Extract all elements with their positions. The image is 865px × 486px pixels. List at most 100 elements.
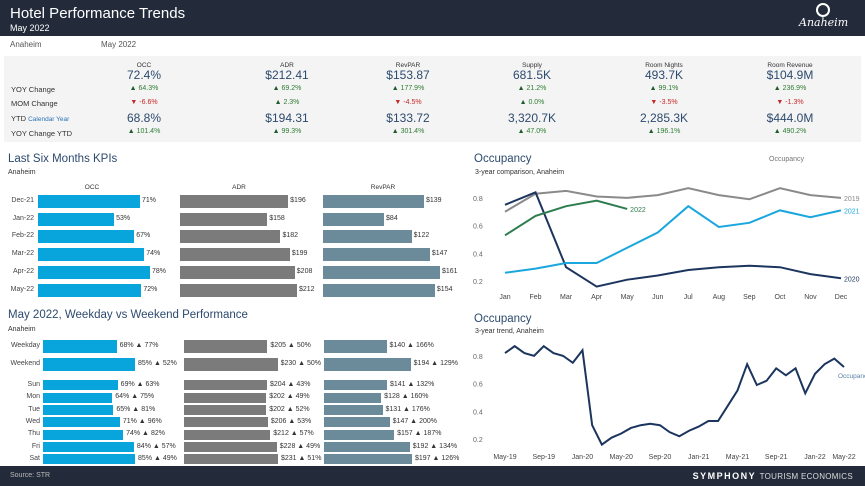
change-value: 81% [141, 405, 156, 413]
calendar-year-link[interactable]: Calendar Year [28, 116, 70, 123]
bar-rev [324, 340, 387, 353]
bar-value-occ: 68% ▲ 77% [120, 342, 159, 349]
down-triangle-icon: ▼ [650, 99, 660, 106]
kpi-ytd-value: 2,285.3K [639, 111, 689, 125]
symphony-brand: SYMPHONY TOURISM ECONOMICS [693, 471, 853, 481]
up-triangle-icon: ▲ [136, 417, 148, 425]
change-value: 75% [140, 393, 155, 400]
occupancy-comparison-chart: 0.2 0.4 0.6 0.8 Jan Feb Mar Apr May Jun Jul Aug Sep O… [473, 187, 860, 301]
up-triangle-icon: ▲ [649, 85, 659, 92]
kpi-summary-panel: YOY Change MOM Change YTD Calendar Year … [4, 56, 861, 142]
bar-value-adr: $182 [282, 232, 299, 240]
kpi-header: ADR [280, 62, 294, 69]
change-value: 166% [415, 342, 434, 349]
market-filter[interactable]: Anaheim [10, 40, 42, 49]
bar-value-rev: $157 ▲ 187% [397, 430, 441, 437]
up-triangle-icon: ▲ [295, 442, 307, 450]
bar-value-occ: 65% ▲ 81% [116, 406, 155, 413]
bar-value-adr: $212 [299, 285, 315, 293]
bar-value-rev: $192 ▲ 134% [413, 443, 457, 450]
up-triangle-icon: ▲ [286, 417, 298, 425]
y-tick-label: 0.8 [473, 196, 483, 203]
up-triangle-icon: ▲ [296, 360, 307, 367]
kpi-value: $212.41 [265, 68, 309, 82]
change-value: 49% [162, 454, 177, 462]
change-value: 57% [299, 430, 314, 437]
series-line-occupancy [504, 344, 845, 447]
change-value: 77% [144, 342, 159, 349]
change-value: 126% [441, 454, 460, 462]
value: $231 [281, 454, 297, 462]
value: $192 [412, 442, 429, 450]
x-tick-label: Jan-20 [572, 454, 594, 461]
column-header-occ: OCC [84, 184, 100, 191]
column-header-revpar: RevPAR [370, 184, 396, 191]
period-filter[interactable]: May 2022 [101, 40, 137, 49]
change-value: 187% [423, 430, 442, 437]
day-label: Sat [29, 454, 40, 462]
occupancy-trend-title: Occupancy [474, 313, 532, 325]
kpi-yoy-ytd-change: ▲ 101.4% [84, 128, 204, 135]
bar-occ [43, 454, 135, 464]
value: $202 [269, 405, 285, 413]
header-bar: Hotel Performance Trends May 2022 Anahei… [0, 0, 865, 36]
bar-adr [180, 230, 281, 244]
up-triangle-icon: ▲ [391, 128, 401, 135]
value: $202 [269, 393, 285, 400]
day-label: Weekday [10, 342, 40, 349]
up-triangle-icon: ▲ [284, 393, 296, 400]
change-value: 53% [297, 417, 312, 425]
bar-rev [324, 417, 390, 427]
series-label-2021: 2021 [844, 208, 860, 215]
kpi-value: 493.7K [644, 68, 684, 82]
up-triangle-icon: ▲ [517, 128, 527, 135]
bar-value-rev: $147 [431, 250, 448, 258]
bar-value-rev: $161 [442, 267, 458, 275]
bar-adr [184, 417, 268, 427]
change-value: -1.3% [785, 99, 804, 106]
row-label: Apr-22 [12, 267, 34, 275]
series-label-occupancy: Occupancy [838, 373, 865, 380]
filter-bar: Anaheim May 2022 [0, 39, 865, 53]
bar-value-adr: $212 ▲ 57% [273, 430, 313, 437]
up-triangle-icon: ▲ [428, 442, 440, 450]
series-line-2020 [504, 191, 842, 288]
up-triangle-icon: ▲ [399, 393, 411, 400]
kpi-yoy-change: ▲ 69.2% [227, 85, 347, 92]
value: $140 [389, 342, 406, 349]
change-value: 52% [162, 360, 177, 367]
change-value: 129% [440, 360, 458, 367]
day-label: Sun [27, 380, 40, 388]
y-tick-label: 0.8 [473, 354, 483, 361]
change-value: 176% [411, 405, 430, 413]
change-value: 63% [145, 380, 160, 388]
value: $131 [385, 405, 402, 413]
x-tick-label: Feb [530, 294, 542, 301]
up-triangle-icon: ▲ [140, 430, 151, 437]
bar-value-occ: 74% [146, 250, 161, 258]
bar-rev [323, 212, 385, 226]
kpi-value: $104.9M [766, 68, 814, 82]
x-tick-label: Oct [774, 294, 785, 301]
value: 64% [115, 393, 130, 400]
kpi-yoy-ytd-change: ▲ 490.2% [730, 128, 850, 135]
bar-value-adr: $202 ▲ 52% [269, 406, 309, 413]
bar-adr [180, 212, 268, 226]
up-triangle-icon: ▲ [773, 128, 783, 135]
y-tick-label: 0.2 [473, 437, 483, 444]
kpi-yoy-change: ▲ 236.9% [730, 85, 850, 92]
bar-value-rev: $147 ▲ 200% [393, 418, 437, 425]
x-tick-label: Nov [804, 294, 817, 301]
bar-value-rev: $122 [413, 232, 430, 240]
bar-value-rev: $154 [436, 285, 453, 293]
value: $204 [270, 380, 286, 388]
bar-value-adr: $208 [296, 267, 313, 275]
bar-rev [323, 248, 430, 262]
occupancy-comparison-subtitle: 3-year comparison, Anaheim [475, 169, 565, 176]
kpi-mom-change: ▼ -3.5% [604, 99, 724, 106]
up-triangle-icon: ▲ [412, 430, 424, 437]
series-line-2021 [504, 204, 842, 274]
x-tick-label: May-21 [726, 454, 749, 461]
change-value: 69.2% [281, 85, 302, 92]
brand-rest: TOURISM ECONOMICS [759, 472, 853, 481]
